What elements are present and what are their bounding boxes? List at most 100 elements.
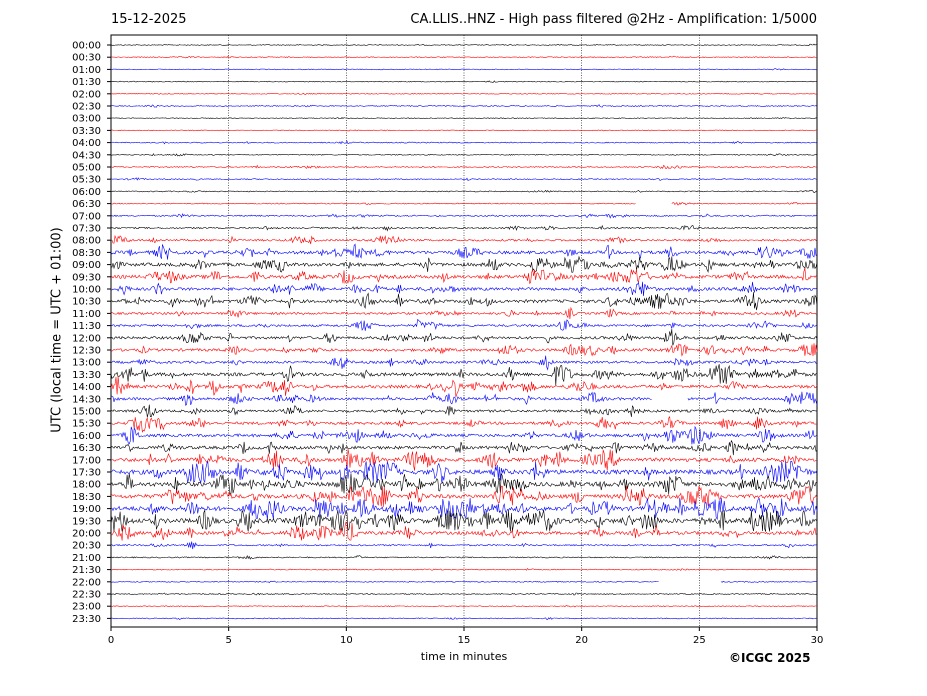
y-tick-label-12:00: 12:00	[72, 333, 101, 344]
y-tick-label-14:00: 14:00	[72, 382, 101, 393]
x-tick-label-10: 10	[340, 635, 353, 646]
x-tick-label-20: 20	[575, 635, 588, 646]
y-tick-label-03:00: 03:00	[72, 114, 101, 125]
y-tick-label-01:00: 01:00	[72, 65, 101, 76]
y-tick-label-11:00: 11:00	[72, 309, 101, 320]
y-tick-label-04:00: 04:00	[72, 138, 101, 149]
trace-09:30	[110, 268, 818, 285]
y-tick-label-06:30: 06:30	[72, 199, 101, 210]
chart-title: CA.LLIS..HNZ - High pass filtered @2Hz -…	[410, 12, 817, 27]
y-tick-label-13:30: 13:30	[72, 370, 101, 381]
trace-12:30	[110, 343, 818, 357]
y-tick-label-16:30: 16:30	[72, 443, 101, 454]
y-tick-label-09:30: 09:30	[72, 272, 101, 283]
trace-03:00	[110, 117, 818, 120]
y-tick-label-16:00: 16:00	[72, 431, 101, 442]
y-tick-label-22:30: 22:30	[72, 590, 101, 601]
trace-02:00	[110, 92, 818, 95]
trace-04:30	[111, 153, 818, 157]
y-tick-label-23:30: 23:30	[72, 614, 101, 625]
trace-15:30	[110, 416, 818, 433]
trace-07:00	[110, 213, 818, 219]
y-tick-label-20:30: 20:30	[72, 541, 101, 552]
trace-05:30	[110, 177, 818, 182]
trace-20:30	[110, 541, 818, 550]
trace-05:00	[110, 164, 818, 170]
x-tick-label-30: 30	[811, 635, 824, 646]
trace-01:30	[111, 80, 818, 83]
y-tick-label-05:30: 05:30	[72, 175, 101, 186]
trace-19:00	[110, 497, 818, 521]
trace-17:30	[110, 460, 818, 484]
y-tick-label-15:30: 15:30	[72, 419, 101, 430]
x-tick-label-15: 15	[458, 635, 471, 646]
trace-17:00	[111, 449, 818, 471]
y-tick-label-07:30: 07:30	[72, 224, 101, 235]
y-tick-label-19:00: 19:00	[72, 504, 101, 515]
y-tick-label-08:00: 08:00	[72, 236, 101, 247]
trace-16:00	[110, 425, 818, 445]
trace-03:30	[110, 129, 818, 132]
x-tick-label-0: 0	[108, 635, 114, 646]
trace-21:00	[110, 554, 818, 560]
trace-09:00	[110, 255, 818, 274]
trace-22:00	[110, 580, 818, 584]
trace-11:30	[110, 318, 818, 331]
y-tick-label-17:30: 17:30	[72, 468, 101, 479]
y-tick-label-11:30: 11:30	[72, 321, 101, 332]
y-tick-label-00:30: 00:30	[72, 53, 101, 64]
y-tick-label-18:00: 18:00	[72, 480, 101, 491]
y-tick-label-10:00: 10:00	[72, 285, 101, 296]
y-tick-label-02:00: 02:00	[72, 89, 101, 100]
trace-23:30	[110, 616, 818, 620]
trace-00:00	[110, 43, 818, 46]
y-tick-label-23:00: 23:00	[72, 602, 101, 613]
date-label: 15-12-2025	[111, 12, 187, 27]
y-tick-label-01:30: 01:30	[72, 77, 101, 88]
trace-04:00	[110, 140, 818, 145]
trace-13:00	[110, 355, 818, 371]
trace-19:30	[110, 509, 818, 532]
y-tick-label-19:30: 19:30	[72, 516, 101, 527]
y-tick-label-06:00: 06:00	[72, 187, 101, 198]
y-tick-label-08:30: 08:30	[72, 248, 101, 259]
trace-06:00	[110, 189, 818, 193]
trace-13:30	[110, 364, 818, 386]
trace-12:00	[110, 328, 818, 346]
x-tick-label-25: 25	[693, 635, 706, 646]
trace-15:00	[110, 404, 818, 418]
y-tick-label-10:30: 10:30	[72, 297, 101, 308]
trace-01:00	[110, 68, 818, 71]
trace-07:30	[110, 224, 818, 232]
x-tick-label-5: 5	[225, 635, 231, 646]
y-tick-label-21:00: 21:00	[72, 553, 101, 564]
y-tick-label-14:30: 14:30	[72, 394, 101, 405]
y-tick-label-12:30: 12:30	[72, 346, 101, 357]
y-tick-label-09:00: 09:00	[72, 260, 101, 271]
copyright-label: ©ICGC 2025	[729, 651, 811, 665]
y-tick-label-03:30: 03:30	[72, 126, 101, 137]
trace-23:00	[110, 605, 818, 608]
y-tick-label-21:30: 21:30	[72, 565, 101, 576]
trace-20:00	[110, 521, 818, 541]
y-tick-label-22:00: 22:00	[72, 577, 101, 588]
trace-21:30	[110, 567, 818, 571]
trace-14:30	[110, 391, 818, 406]
y-tick-label-00:00: 00:00	[72, 41, 101, 52]
y-tick-label-18:30: 18:30	[72, 492, 101, 503]
x-axis-label: time in minutes	[420, 650, 508, 663]
y-tick-label-17:00: 17:00	[72, 455, 101, 466]
trace-18:00	[110, 473, 818, 496]
y-tick-label-15:00: 15:00	[72, 407, 101, 418]
y-tick-label-07:00: 07:00	[72, 211, 101, 222]
trace-08:00	[110, 234, 818, 245]
trace-10:00	[110, 281, 818, 297]
y-tick-label-20:00: 20:00	[72, 529, 101, 540]
trace-22:30	[110, 592, 818, 596]
y-tick-label-13:00: 13:00	[72, 358, 101, 369]
trace-08:30	[110, 243, 818, 260]
y-tick-label-02:30: 02:30	[72, 102, 101, 113]
y-tick-label-04:30: 04:30	[72, 150, 101, 161]
trace-16:30	[110, 439, 818, 456]
